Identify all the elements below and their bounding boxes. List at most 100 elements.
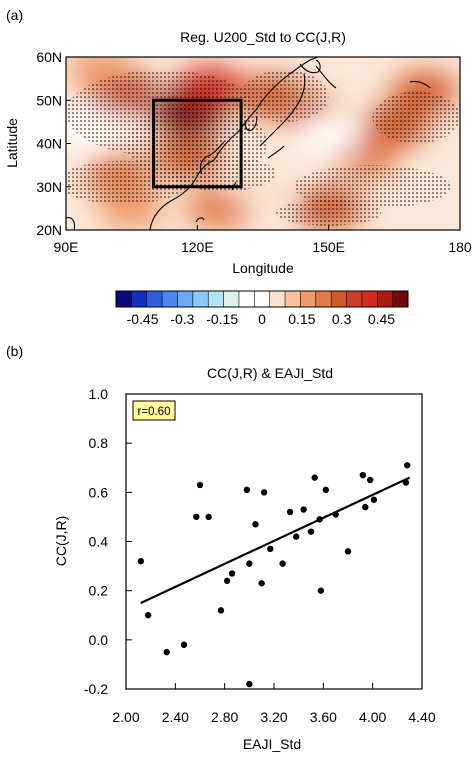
scatter-ytick-label: 0.4 xyxy=(89,534,109,550)
stipple-region-7 xyxy=(276,199,382,226)
colorbar-tick-label: 0.15 xyxy=(288,311,315,327)
scatter-point xyxy=(196,481,204,489)
scatter-point xyxy=(246,680,253,688)
scatter-point xyxy=(317,587,325,594)
scatter-point xyxy=(180,641,188,648)
scatter-point xyxy=(163,648,170,656)
scatter-point xyxy=(370,496,378,503)
colorbar-tick-label: 0 xyxy=(258,311,266,327)
scatter-point xyxy=(252,521,259,528)
colorbar-tick-label: -0.3 xyxy=(170,311,194,327)
stipple-region-4 xyxy=(293,165,452,209)
r-annotation: r=0.60 xyxy=(138,406,171,418)
scatter-point xyxy=(367,476,374,484)
scatter-point xyxy=(322,486,329,494)
scatter-point xyxy=(267,545,274,553)
map-xtick-label: 90E xyxy=(54,239,79,255)
stipple-region-3 xyxy=(241,69,329,122)
map-xtick-label: 150E xyxy=(312,239,345,255)
scatter-point xyxy=(193,513,200,521)
colorbar-swatch xyxy=(162,291,178,307)
colorbar-swatch xyxy=(315,291,332,307)
key-region-box xyxy=(152,98,243,189)
scatter-point xyxy=(223,577,231,585)
coastline xyxy=(66,57,431,230)
scatter-ytick-label: 1.0 xyxy=(89,386,109,402)
colorbar-swatch xyxy=(254,291,270,307)
scatter-points xyxy=(137,462,411,688)
scatter-axis-ticks: 2.00 2.40 2.80 3.20 3.60 4.00 4.40 -0.2 0.0 0.2 0.… xyxy=(84,386,436,725)
colorbar-swatch xyxy=(146,291,163,307)
map-area xyxy=(66,57,460,230)
colorbar-swatch xyxy=(116,291,132,307)
colorbar-swatch xyxy=(223,291,240,307)
colorbar-swatch xyxy=(208,291,224,307)
stipple-region-6 xyxy=(171,156,277,192)
scatter-point xyxy=(243,486,251,494)
scatter-point xyxy=(228,570,236,577)
colorbar-swatch xyxy=(377,291,393,307)
scatter-point xyxy=(404,462,411,469)
scatter-xlabel: EAJI_Std xyxy=(243,736,301,752)
colorbar-swatch xyxy=(346,291,363,307)
map-axis-ticks: 90E 120E 150E 180 20N 30N 40N 50N 60N xyxy=(36,49,472,255)
colorbar-swatch xyxy=(238,291,255,307)
scatter-ytick-label: 0.2 xyxy=(89,583,109,599)
scatter-point xyxy=(137,557,144,565)
map-ytick-label: 20N xyxy=(36,222,62,238)
colorbar-swatch xyxy=(392,291,409,307)
stipple-region-2 xyxy=(66,160,189,205)
colorbar: -0.45 -0.3 -0.15 0 0.15 0.3 0.45 xyxy=(115,290,409,327)
scatter-xtick-label: 2.40 xyxy=(162,709,189,725)
map-ytick-label: 30N xyxy=(36,179,62,195)
scatter-ylabel: CC(J,R) xyxy=(53,516,69,567)
colorbar-swatch xyxy=(131,291,148,307)
map-ytick-label: 50N xyxy=(36,92,62,108)
colorbar-swatch xyxy=(177,291,194,307)
colorbar-frame xyxy=(115,290,409,308)
scatter-point xyxy=(279,560,286,567)
scatter-ytick-label: 0.8 xyxy=(89,435,109,451)
scatter-xtick-label: 4.00 xyxy=(359,709,386,725)
r-annotation-box xyxy=(132,400,176,421)
scatter-xtick-label: 3.60 xyxy=(310,709,337,725)
scatter-point xyxy=(205,513,212,521)
scatter-point xyxy=(311,474,318,481)
scatter-point xyxy=(217,607,225,614)
colorbar-tick-label: 0.45 xyxy=(368,311,395,327)
scatter-xtick-label: 4.40 xyxy=(408,709,435,725)
scatter-xtick-label: 2.00 xyxy=(112,709,139,725)
scatter-title: CC(J,R) & EAJI_Std xyxy=(207,365,333,381)
map-ytick-label: 40N xyxy=(36,136,62,152)
scatter-xtick-label: 3.20 xyxy=(260,709,287,725)
scatter-point xyxy=(286,508,294,516)
scatter-ytick-label: 0.6 xyxy=(89,484,109,500)
map-xlabel: Longitude xyxy=(232,260,294,276)
colorbar-swatch xyxy=(361,291,378,307)
map-ytick-label: 60N xyxy=(36,49,62,65)
map-xtick-label: 120E xyxy=(181,239,214,255)
scatter-point xyxy=(246,560,253,567)
colorbar-tick-label: -0.45 xyxy=(127,311,159,327)
map-ylabel: Latitude xyxy=(4,118,20,168)
scatter-point xyxy=(293,533,300,540)
scatter-point xyxy=(145,612,152,619)
scatter-point xyxy=(307,528,315,535)
scatter-ytick-label: -0.2 xyxy=(84,681,108,697)
scatter-point xyxy=(362,503,369,511)
colorbar-swatch xyxy=(269,291,286,307)
scatter-point xyxy=(359,471,366,479)
scatter-point xyxy=(260,489,268,496)
colorbar-swatch xyxy=(331,291,347,307)
colorbar-swatch xyxy=(300,291,317,307)
colorbar-tick-label: 0.3 xyxy=(332,311,352,327)
scatter-point xyxy=(300,506,307,513)
significance-stippling xyxy=(66,69,460,226)
map-xtick-label: 180 xyxy=(448,239,472,255)
map-title: Reg. U200_Std to CC(J,R) xyxy=(180,29,346,45)
scatter-point xyxy=(258,580,265,587)
colorbar-tick-label: -0.15 xyxy=(206,311,238,327)
field-feature-14 xyxy=(294,114,363,155)
panel-b-label: (b) xyxy=(6,343,23,359)
